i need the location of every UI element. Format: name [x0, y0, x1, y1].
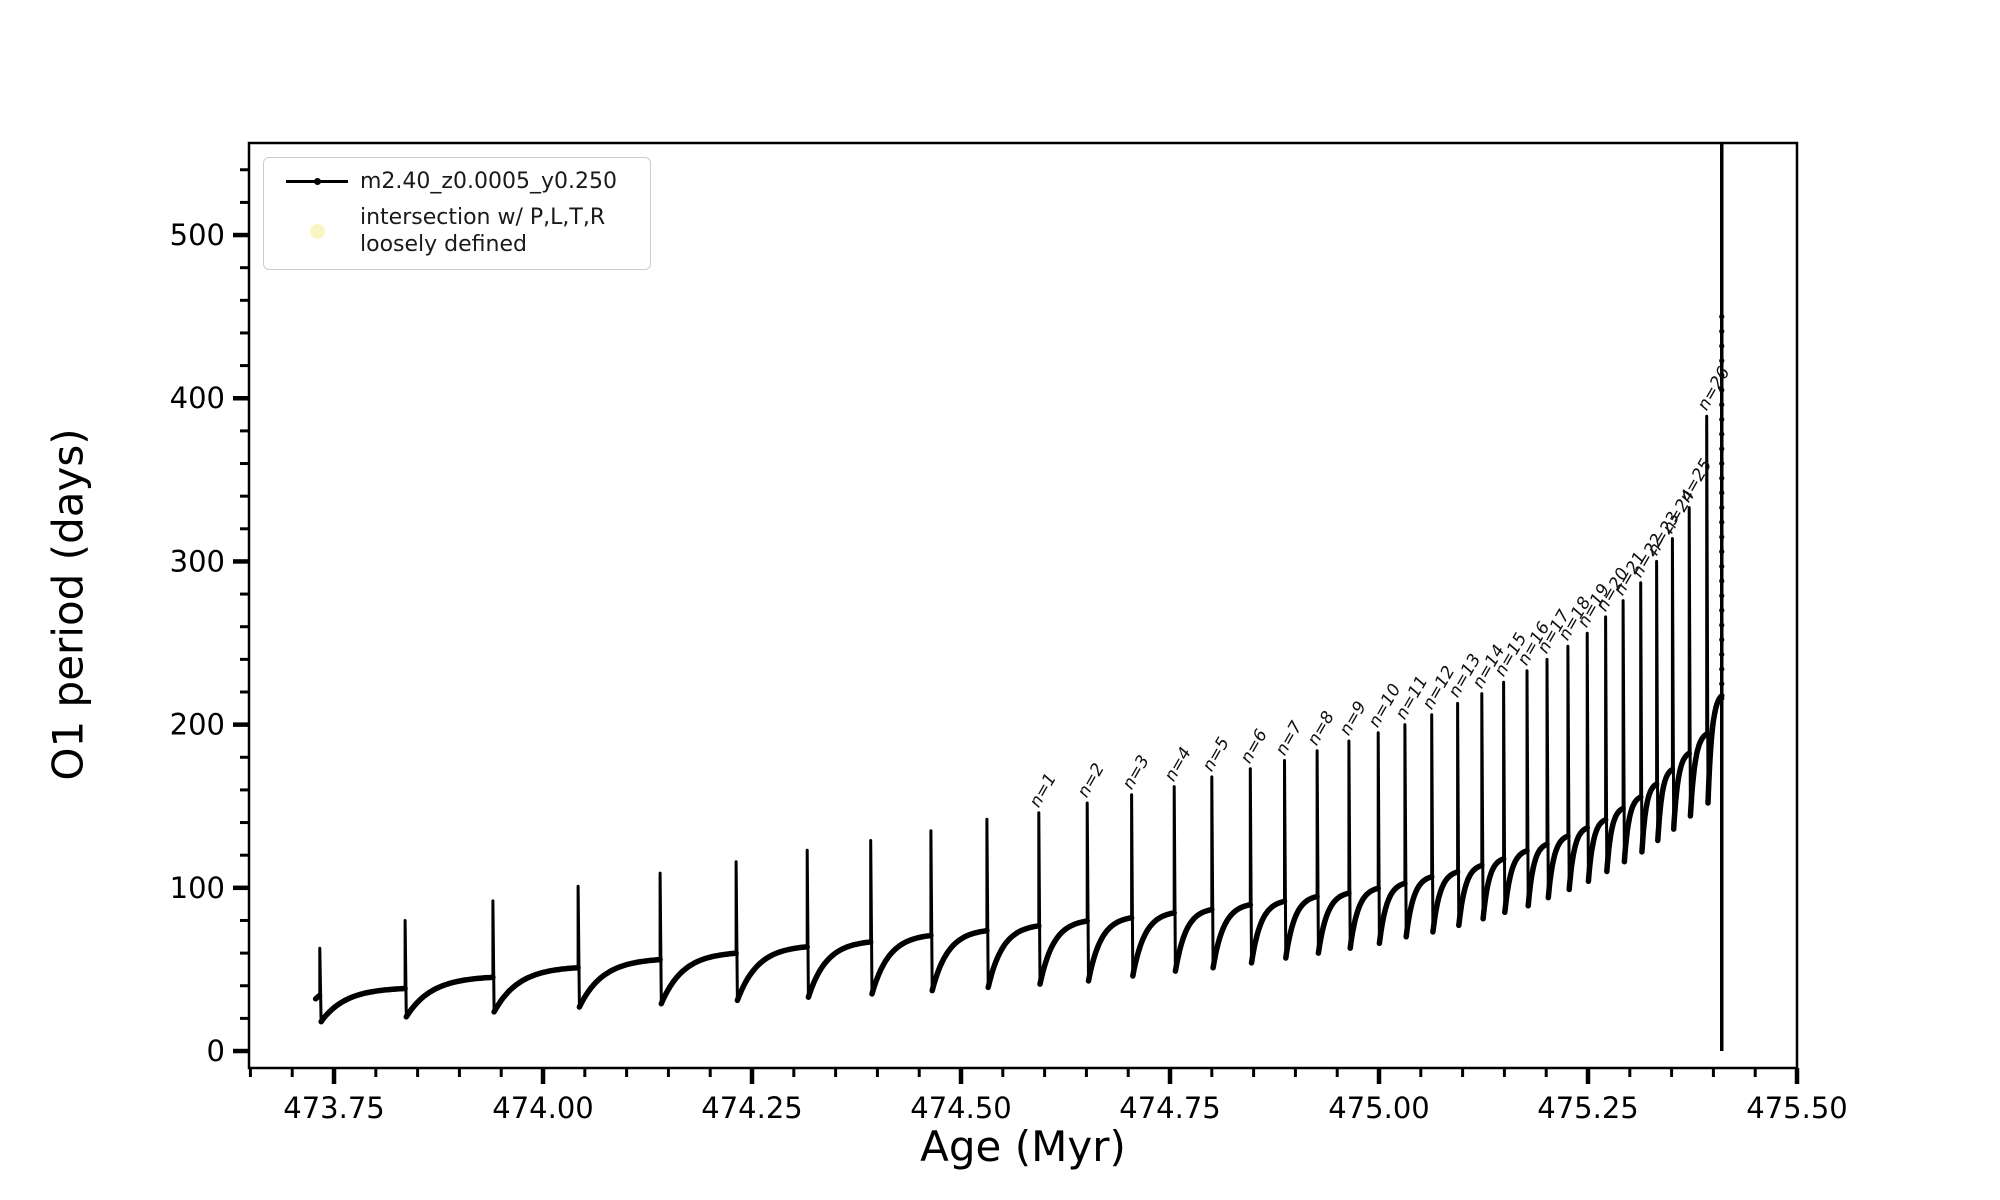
- y-tick-label: 500: [170, 218, 225, 252]
- final-plunge-marker: [1719, 549, 1725, 555]
- final-plunge-marker: [1719, 593, 1725, 599]
- final-plunge-marker: [1719, 490, 1725, 496]
- x-axis-label: Age (Myr): [920, 1122, 1126, 1171]
- y-tick-label: 400: [170, 381, 225, 415]
- period-track-base-curve: [312, 692, 1725, 1025]
- legend-label-intersection-line2: loosely defined: [360, 232, 527, 257]
- final-plunge-marker: [1719, 358, 1725, 364]
- legend: m2.40_z0.0005_y0.250 intersection w/ P,L…: [263, 157, 651, 270]
- final-plunge-marker: [1719, 637, 1725, 643]
- x-tick-label: 475.25: [1537, 1091, 1638, 1125]
- x-tick-label: 475.50: [1746, 1091, 1847, 1125]
- y-tick-label: 300: [170, 544, 225, 578]
- final-plunge-marker: [1719, 666, 1725, 672]
- x-tick-label: 474.50: [910, 1091, 1011, 1125]
- x-tick-label: 474.75: [1119, 1091, 1220, 1125]
- final-plunge-marker: [1719, 504, 1725, 511]
- circle-marker-icon: [309, 223, 325, 239]
- final-plunge-marker: [1719, 519, 1725, 525]
- y-tick-label: 0: [207, 1034, 225, 1068]
- period-track-spikes: [318, 414, 1710, 1024]
- final-plunge-marker: [1719, 578, 1725, 584]
- final-plunge-marker: [1719, 446, 1725, 452]
- final-plunge-marker: [1719, 460, 1725, 467]
- final-plunge-marker: [1719, 695, 1725, 702]
- final-plunge-marker: [1719, 402, 1725, 408]
- legend-label-track: m2.40_z0.0005_y0.250: [360, 169, 617, 194]
- final-plunge-marker: [1719, 431, 1725, 437]
- y-axis-label: O1 period (days): [43, 428, 93, 781]
- final-plunge-marker: [1719, 416, 1725, 423]
- final-plunge-marker: [1719, 475, 1725, 481]
- axes-spines: [247, 141, 1799, 1070]
- final-plunge-marker: [1719, 314, 1725, 320]
- x-tick-label: 474.25: [701, 1091, 802, 1125]
- final-plunge-marker: [1719, 343, 1725, 349]
- x-tick-label: 474.00: [492, 1091, 593, 1125]
- final-plunge-marker: [1719, 681, 1725, 687]
- line-marker-icon: [286, 178, 348, 186]
- final-plunge-marker: [1719, 622, 1725, 628]
- x-tick-label: 473.75: [283, 1091, 384, 1125]
- legend-label-intersection-line1: intersection w/ P,L,T,R: [360, 204, 606, 230]
- y-tick-label: 100: [170, 871, 225, 905]
- x-tick-label: 475.00: [1328, 1091, 1429, 1125]
- y-tick-label: 200: [170, 708, 225, 742]
- final-plunge-marker: [1719, 372, 1725, 378]
- final-plunge-marker: [1719, 387, 1725, 393]
- final-plunge-marker: [1719, 651, 1725, 658]
- final-plunge-marker: [1719, 328, 1725, 334]
- legend-entry-track: m2.40_z0.0005_y0.250: [274, 168, 636, 196]
- legend-entry-intersection: intersection w/ P,L,T,R loosely defined: [274, 204, 636, 259]
- final-plunge-marker: [1719, 534, 1725, 540]
- final-plunge-marker: [1719, 607, 1725, 613]
- final-plunge-marker: [1719, 563, 1725, 569]
